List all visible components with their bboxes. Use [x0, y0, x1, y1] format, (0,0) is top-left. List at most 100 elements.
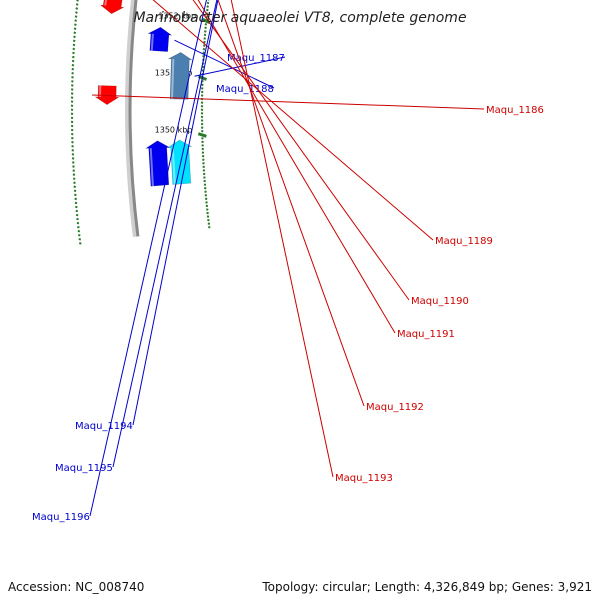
outer-ring-dot [70, 116, 74, 120]
gene-label-leader [174, 39, 275, 89]
inner-ring-dot [200, 94, 204, 97]
tick-label: 1352 kbp [158, 11, 196, 20]
inner-ring-dot [201, 137, 204, 140]
inner-ring-dot [200, 112, 204, 115]
inner-ring-dot [200, 90, 204, 94]
outer-ring-dot [72, 173, 76, 176]
outer-ring-dot [71, 63, 75, 67]
outer-ring-dot [72, 177, 76, 180]
outer-ring-dot [71, 136, 74, 140]
outer-ring-dot [71, 157, 75, 160]
gene-arrow-maqu_1188-highlight [150, 33, 154, 51]
outer-ring-dot [73, 31, 77, 35]
outer-ring-dot [71, 55, 75, 59]
backbone-layer [125, 0, 140, 238]
backbone-line [128, 0, 140, 237]
inner-ring-dot [200, 115, 204, 119]
outer-ring-dot [72, 51, 75, 55]
inner-ring-dot [200, 129, 204, 133]
outer-ring-dot [70, 120, 74, 124]
gene-label-leader [132, 0, 219, 426]
outer-ring-dot [74, 23, 77, 26]
inner-ring-dot [204, 22, 208, 26]
outer-ring-dot [71, 80, 74, 83]
outer-ring-dot [74, 19, 78, 22]
outer-ring-dot [70, 84, 74, 87]
tick-label: 1350 kbp [155, 125, 193, 134]
gene-label-leader [197, 0, 396, 334]
feature-layer [94, 0, 194, 187]
outer-ring-dot [71, 140, 74, 144]
map-title: Marinobacter aquaeolei VT8, complete gen… [133, 10, 466, 26]
accession-text: Accession: NC_008740 [8, 580, 145, 594]
feature-arrow-highlight [171, 147, 176, 185]
inner-ring-dot [203, 30, 207, 33]
gene-label-leader [192, 0, 410, 301]
inner-ring-dot [206, 5, 210, 8]
feature-arrow [144, 140, 171, 187]
gene-label: Maqu_1195 [55, 463, 113, 474]
inner-ring-dot [200, 119, 204, 122]
outer-ring-dot [72, 39, 76, 43]
inner-ring-dot [202, 47, 206, 51]
outer-ring-dot [73, 35, 76, 39]
outer-ring-dot [75, 3, 79, 6]
outer-ring-dot [71, 59, 75, 63]
outer-ring-dot [76, 0, 79, 2]
outer-ring-dot [74, 15, 78, 18]
inner-ring-dot [202, 44, 206, 47]
outer-ring-dot [70, 124, 74, 128]
gene-arrow-maqu_1188 [147, 26, 173, 52]
inner-ring-dot [203, 33, 207, 37]
outer-ring-dot [71, 153, 75, 156]
outer-ring-dot [71, 149, 75, 152]
outer-ring-dot [71, 145, 74, 148]
gene-label: Maqu_1192 [366, 402, 424, 413]
gene-label-leader [194, 56, 286, 77]
feature-arrow [166, 139, 193, 185]
gene-label-leader [112, 0, 218, 468]
inner-ring-dot [205, 8, 209, 12]
inner-ring-dot [200, 87, 204, 90]
gene-arrow-maqu_1189 [99, 0, 125, 15]
gene-label: Maqu_1194 [75, 421, 133, 432]
gene-label: Maqu_1186 [486, 105, 544, 116]
outer-ring-dot [70, 88, 74, 91]
inner-ring-dot [200, 104, 204, 108]
gene-label: Maqu_1188 [216, 84, 274, 95]
inner-ring-dot [200, 108, 204, 112]
outer-ring-dot [70, 100, 74, 103]
outer-ring-dot [72, 165, 75, 168]
outer-ring-dot [70, 104, 74, 107]
outer-ring-dot [75, 7, 79, 10]
outer-ring-dot [71, 71, 74, 75]
inner-ring-dot [202, 51, 206, 55]
gene-label-leader [92, 94, 485, 110]
inner-ring-dot [200, 126, 204, 129]
outer-ring-dot [73, 181, 76, 184]
gene-label-leader [217, 0, 365, 407]
gene-label: Maqu_1196 [32, 512, 90, 523]
gene-label: Maqu_1191 [397, 329, 455, 340]
gene-label-leader [230, 0, 334, 478]
outer-ring-dot [70, 128, 74, 132]
inner-ring-dot [201, 140, 204, 144]
topology-text: Topology: circular; Length: 4,326,849 bp… [262, 580, 592, 594]
outer-ring-dot [70, 96, 74, 99]
outer-ring-dot [71, 67, 75, 71]
gene-label: Maqu_1193 [335, 473, 393, 484]
outer-ring-dot [73, 185, 76, 188]
outer-ring-dot [70, 92, 74, 95]
gene-label-leader [152, 0, 434, 241]
outer-ring-dot [72, 47, 76, 51]
outer-ring-dot [70, 112, 74, 116]
inner-ring-dot [201, 83, 204, 87]
gene-label: Maqu_1190 [411, 296, 469, 307]
gene-label-leader [89, 0, 207, 517]
outer-ring-dot [71, 76, 74, 79]
gene-block-maqu_1187-highlight [171, 58, 175, 100]
inner-ring-dot [206, 1, 210, 5]
gene-label: Maqu_1187 [227, 53, 285, 64]
outer-ring-dot [70, 108, 74, 112]
